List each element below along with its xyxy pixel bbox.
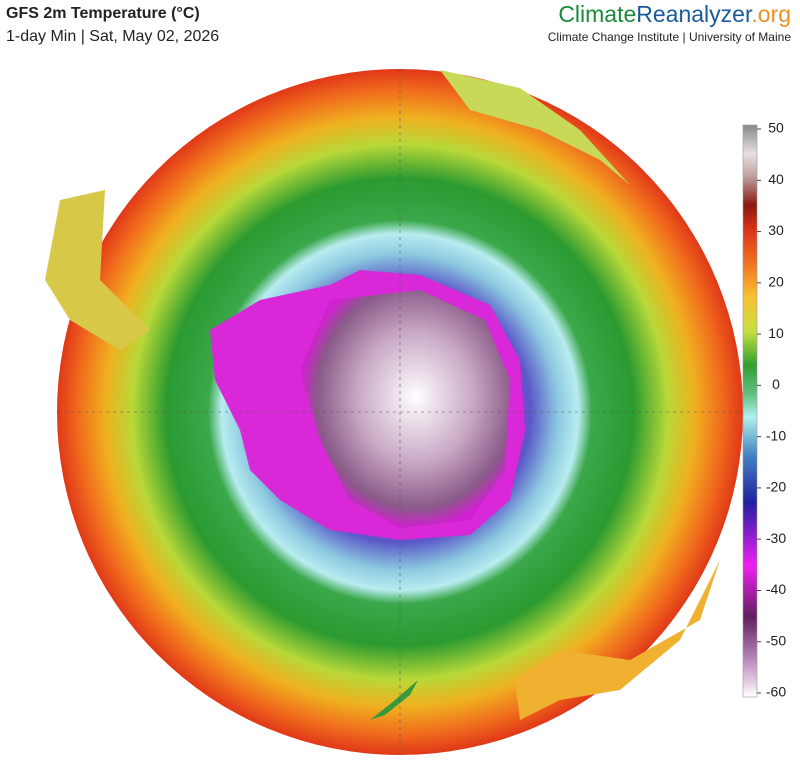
subtitle: 1-day Min | Sat, May 02, 2026 — [6, 28, 219, 45]
colorbar-tick-label: 40 — [768, 171, 784, 187]
colorbar-tick-label: -40 — [766, 581, 786, 597]
title: GFS 2m Temperature (°C) — [6, 5, 200, 22]
colorbar-tick-label: 10 — [768, 325, 784, 341]
colorbar-tick-label: 30 — [768, 222, 784, 238]
south-america — [45, 190, 150, 350]
colorbar-tick-label: 50 — [768, 120, 784, 136]
tagline: Climate Change Institute | University of… — [548, 30, 792, 44]
antarctica — [300, 290, 510, 528]
brand-part: Climate — [558, 1, 636, 27]
colorbar-tick-label: 20 — [768, 274, 784, 290]
africa — [440, 70, 630, 185]
brand: ClimateReanalyzer.org — [558, 1, 791, 27]
colorbar-tick-label: -30 — [766, 530, 786, 546]
brand-part: .org — [751, 1, 791, 27]
brand-part: Reanalyzer — [636, 1, 753, 27]
colorbar-tick-label: -60 — [766, 684, 786, 700]
australia — [515, 560, 720, 720]
colorbar-tick-label: 0 — [772, 376, 780, 392]
globe — [45, 69, 743, 755]
colorbar-tick-label: -20 — [766, 479, 786, 495]
colorbar-tick-label: -10 — [766, 427, 786, 443]
colorbar — [742, 124, 758, 698]
colorbar-tick-label: -50 — [766, 632, 786, 648]
